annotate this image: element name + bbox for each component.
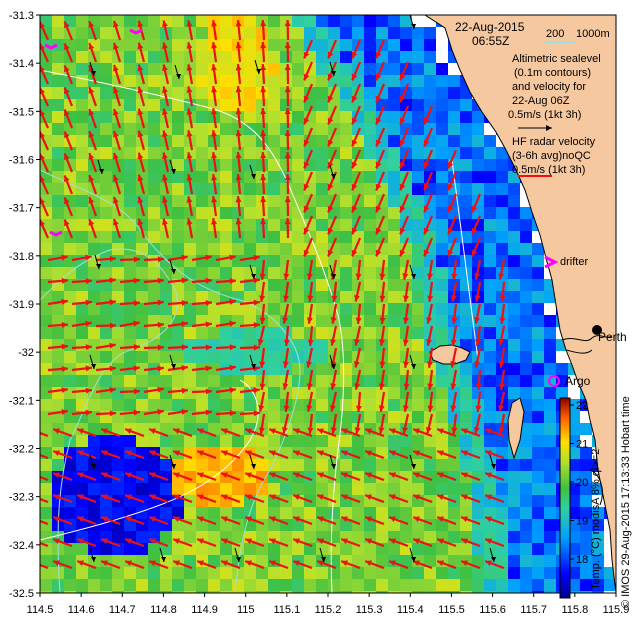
bathy-contour-deep	[40, 248, 178, 593]
header-time: 06:55Z	[472, 34, 509, 48]
hf-line1: HF radar velocity	[512, 136, 596, 148]
y-tick-label: -31.3	[9, 10, 34, 22]
colorbar-tick-label: 21	[576, 439, 588, 451]
drifter-tracks	[44, 28, 143, 237]
drifter-legend-icon	[544, 255, 559, 269]
hf-coverage-line	[451, 159, 479, 361]
bathy-contour-200m	[40, 69, 345, 593]
altimetry-line3: and velocity for	[512, 81, 586, 93]
colorbar-tick-label: 20	[576, 477, 588, 489]
y-tick-label: -32.3	[9, 492, 34, 504]
y-tick-label: -31.6	[9, 155, 34, 167]
x-tick-label: 115.6	[479, 604, 506, 616]
bathy-legend-200: 200	[546, 28, 564, 40]
x-tick-label: 115.2	[315, 604, 342, 616]
altimetry-line1: Altimetric sealevel	[512, 53, 601, 65]
perth-marker	[592, 325, 602, 335]
altimetry-line2: (0.1m contours)	[514, 67, 591, 79]
colorbar	[559, 397, 571, 599]
x-axis: 114.5 114.6 114.7 114.8 114.9 115 115.1 115.2 11…	[27, 593, 630, 616]
rottnest-island	[429, 344, 471, 365]
bathy-contour-1000m	[40, 169, 301, 593]
header-date: 22-Aug-2015	[455, 20, 525, 34]
x-tick-label: 114.8	[150, 604, 177, 616]
altimetry-arrows	[89, 15, 496, 563]
y-tick-label: -31.4	[9, 58, 34, 70]
hf-line2: (3-6h avg)noQC	[512, 150, 591, 162]
y-tick-label: -32	[18, 347, 34, 359]
perth-label: Perth	[598, 330, 627, 344]
argo-label: Argo	[565, 374, 591, 388]
y-tick-label: -32.1	[9, 395, 34, 407]
argo-marker	[548, 375, 560, 387]
y-tick-label: -32.2	[9, 444, 34, 456]
x-tick-label: 114.6	[68, 604, 95, 616]
altimetry-line5: 0.5m/s (1kt 3h)	[508, 109, 581, 121]
altimetry-line4: 22-Aug 06Z	[512, 95, 570, 107]
swan-river	[561, 335, 613, 354]
bathy-contour-mid	[40, 379, 259, 541]
y-axis: -31.3 -31.4 -31.5 -31.6 -31.7 -31.8 -31.9 -32 -3…	[9, 10, 40, 600]
altimetry-scale-arrowhead	[546, 125, 552, 131]
y-tick-label: -31.9	[9, 299, 34, 311]
bathy-legend-1000: 1000m	[576, 28, 610, 40]
y-tick-label: -31.8	[9, 251, 34, 263]
y-tick-label: -31.5	[9, 106, 34, 118]
drifter-label: drifter	[560, 256, 588, 268]
x-tick-label: 114.9	[191, 604, 218, 616]
y-tick-label: -32.5	[9, 588, 34, 600]
colorbar-label: Temp. (°C) modisA 8% ql>=2	[590, 449, 602, 590]
y-tick-label: -31.7	[9, 203, 34, 215]
x-tick-label: 115.1	[273, 604, 300, 616]
y-tick-label: -32.4	[9, 540, 34, 552]
garden-island	[507, 397, 525, 460]
x-tick-label: 115.8	[561, 604, 588, 616]
land	[424, 15, 616, 593]
colorbar-tick-label: 22	[576, 400, 588, 412]
credit-text: © IMOS 29-Aug-2015 17:13:33 Hobart time	[620, 396, 632, 608]
x-tick-label: 115.9	[603, 604, 630, 616]
x-tick-label: 115.3	[356, 604, 383, 616]
x-tick-label: 115.7	[520, 604, 547, 616]
x-tick-label: 115	[237, 604, 255, 616]
x-tick-label: 115.4	[397, 604, 424, 616]
colorbar-tick-label: 19	[576, 516, 588, 528]
colorbar-ticks: 22 21 20 19 18	[570, 400, 588, 566]
x-tick-label: 114.7	[109, 604, 136, 616]
hf-line3: 0.5m/s (1kt 3h)	[512, 164, 585, 176]
x-tick-label: 115.5	[438, 604, 465, 616]
x-tick-label: 114.5	[27, 604, 54, 616]
hf-radar-arrows	[40, 19, 506, 570]
peel-inlet	[589, 469, 603, 506]
colorbar-tick-label: 18	[576, 554, 588, 566]
